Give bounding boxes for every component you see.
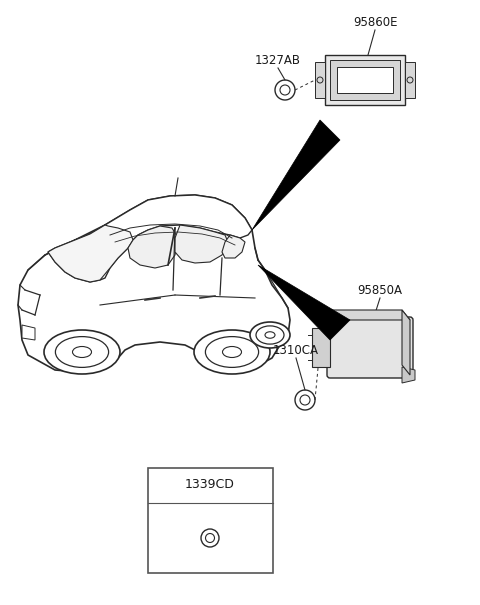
- Polygon shape: [252, 120, 340, 230]
- Polygon shape: [258, 265, 350, 340]
- Bar: [148, 468, 273, 573]
- Polygon shape: [402, 367, 415, 383]
- Ellipse shape: [44, 330, 120, 374]
- Polygon shape: [325, 55, 405, 105]
- FancyBboxPatch shape: [327, 317, 413, 378]
- Polygon shape: [405, 62, 415, 98]
- Ellipse shape: [256, 326, 284, 344]
- Polygon shape: [22, 325, 35, 340]
- Polygon shape: [402, 310, 410, 375]
- Text: 95860E: 95860E: [353, 16, 397, 28]
- Polygon shape: [128, 226, 178, 268]
- Ellipse shape: [55, 336, 108, 367]
- Ellipse shape: [72, 347, 92, 358]
- Text: 95850A: 95850A: [358, 284, 403, 296]
- Polygon shape: [322, 310, 410, 320]
- Text: 1310CA: 1310CA: [273, 344, 319, 356]
- Ellipse shape: [194, 330, 270, 374]
- Polygon shape: [312, 328, 330, 367]
- Polygon shape: [175, 225, 228, 263]
- Polygon shape: [48, 195, 252, 282]
- Polygon shape: [315, 62, 325, 98]
- Polygon shape: [222, 235, 245, 258]
- Polygon shape: [337, 67, 393, 93]
- Ellipse shape: [205, 336, 259, 367]
- Polygon shape: [18, 195, 290, 373]
- Text: 1339CD: 1339CD: [185, 479, 235, 491]
- Polygon shape: [330, 60, 400, 100]
- Ellipse shape: [265, 332, 275, 338]
- Ellipse shape: [223, 347, 241, 358]
- Ellipse shape: [250, 322, 290, 348]
- Text: 1327AB: 1327AB: [255, 53, 301, 67]
- Polygon shape: [48, 225, 133, 282]
